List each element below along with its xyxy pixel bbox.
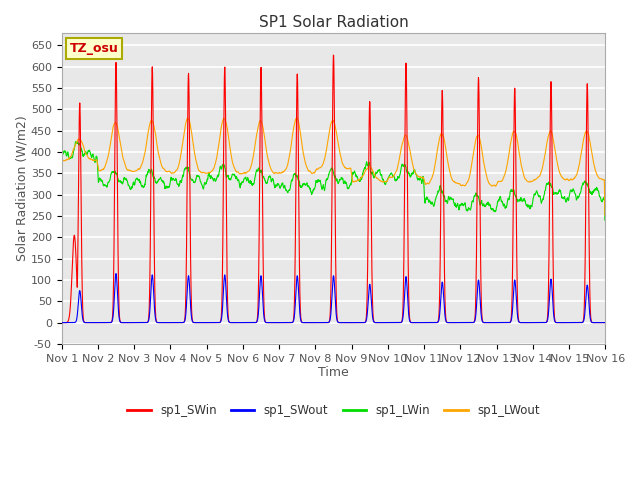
Text: TZ_osu: TZ_osu — [70, 42, 118, 55]
X-axis label: Time: Time — [318, 366, 349, 379]
Y-axis label: Solar Radiation (W/m2): Solar Radiation (W/m2) — [15, 115, 28, 261]
Legend: sp1_SWin, sp1_SWout, sp1_LWin, sp1_LWout: sp1_SWin, sp1_SWout, sp1_LWin, sp1_LWout — [122, 400, 545, 422]
Title: SP1 Solar Radiation: SP1 Solar Radiation — [259, 15, 408, 30]
